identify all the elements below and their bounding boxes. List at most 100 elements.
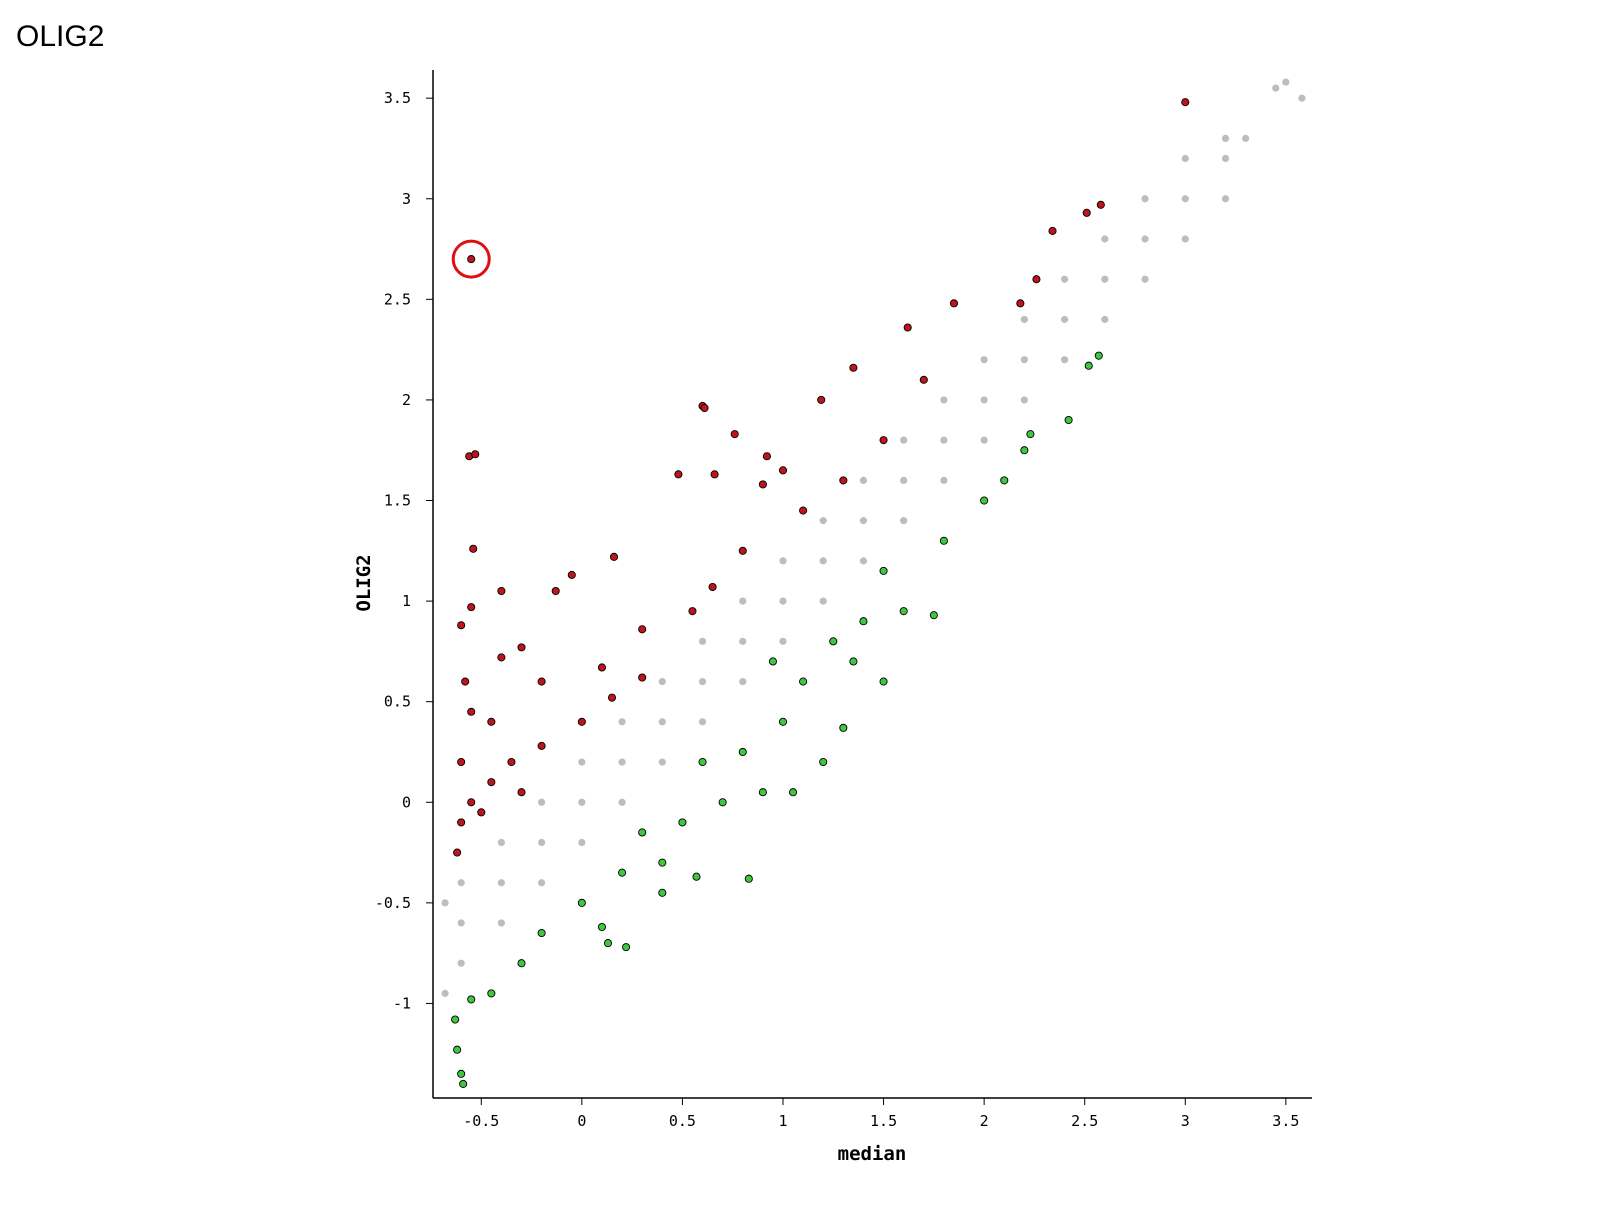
point [537,741,546,750]
point [538,879,546,887]
point [940,476,948,484]
point [1020,396,1028,404]
point [849,363,858,372]
point [879,566,888,575]
point [537,928,546,938]
point [618,868,627,877]
point [609,552,619,561]
point [453,1045,462,1054]
point [1141,235,1149,243]
point [597,663,607,672]
y-tick-label: 1 [402,592,411,610]
point [1181,154,1189,163]
point [457,621,466,630]
point [778,717,788,726]
point [819,517,827,525]
point [457,757,466,767]
point [758,788,767,797]
point [658,888,667,897]
point [638,673,647,682]
point [859,476,868,484]
point [739,637,747,645]
point [1181,98,1190,107]
point [859,517,868,525]
point [949,299,959,308]
highlight-ring [451,239,491,279]
point [1141,275,1149,283]
x-tick-label: -0.5 [463,1112,499,1130]
point [817,395,826,404]
point [849,657,858,666]
point [980,356,988,364]
point [980,436,988,444]
point [819,557,827,565]
point [551,586,560,596]
point [1000,476,1009,485]
point [467,798,476,807]
point [1060,356,1069,364]
point [738,546,747,555]
x-tick-label: 3 [1181,1112,1190,1130]
point [1101,275,1109,283]
point [457,1069,466,1078]
point [469,544,478,553]
point [899,607,908,616]
point [457,959,465,967]
point [607,693,617,702]
y-tick-label: 2 [402,391,411,409]
point [1221,154,1230,163]
point [839,723,848,732]
x-axis-label: median [838,1143,907,1165]
point [939,536,948,545]
point [538,838,546,847]
point [674,470,683,479]
point [859,557,868,565]
point [467,707,476,716]
point [1221,134,1230,142]
y-tick-label: 2.5 [384,290,411,308]
point [698,757,707,767]
point [739,677,747,686]
point [710,470,719,479]
point [698,637,707,645]
point [1181,235,1189,243]
point [487,778,496,787]
x-tick-label: 1 [778,1112,787,1130]
y-axis-label: OLIG2 [353,554,375,611]
y-tick-label: 0.5 [384,693,411,711]
point [1242,134,1250,142]
point [1282,78,1290,86]
point [658,677,666,686]
point [517,643,526,652]
point [1082,208,1091,217]
point [1064,415,1073,425]
point [597,922,607,932]
x-tick-label: 3.5 [1272,1112,1299,1130]
point [1221,195,1230,203]
point [578,838,586,847]
point [451,1015,460,1024]
point [497,653,506,662]
x-tick-label: 1.5 [870,1112,897,1130]
point [538,798,546,806]
point [467,603,476,612]
point [517,788,526,797]
point [638,828,647,837]
point [900,436,908,444]
point [1298,94,1306,102]
point [919,375,928,384]
point [1032,275,1041,284]
point [778,466,788,475]
point [819,597,827,605]
point [1101,235,1109,243]
point [779,557,787,565]
point [698,718,707,726]
point [940,396,948,404]
point [467,995,476,1004]
point [739,597,747,605]
point [457,879,465,887]
point [799,677,808,686]
point [779,637,787,645]
point [658,718,666,726]
point [738,747,747,757]
